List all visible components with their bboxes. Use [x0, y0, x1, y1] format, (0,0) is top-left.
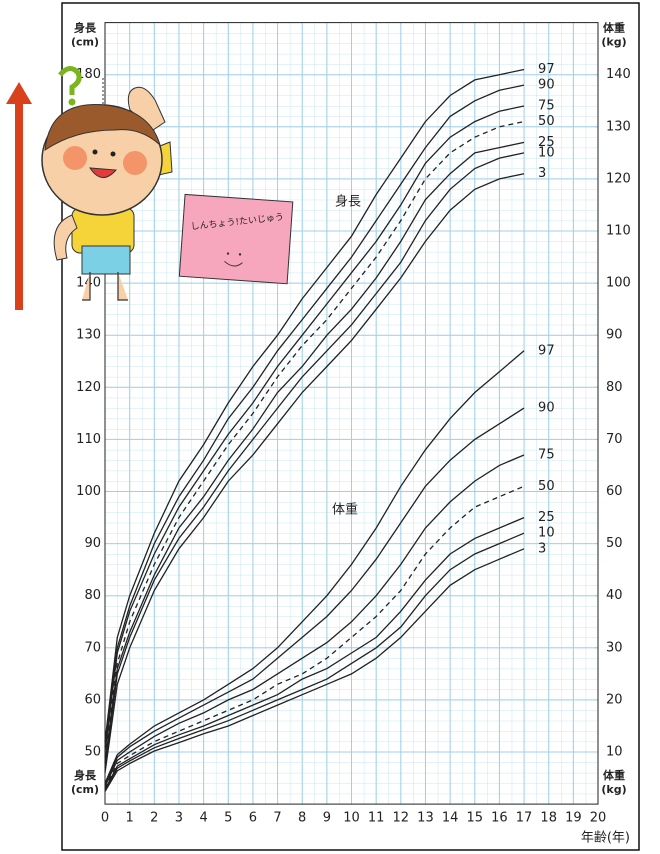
y2-tick-label: 80	[606, 380, 623, 395]
series-label: 75	[538, 98, 555, 113]
y2-tick-label: 50	[606, 536, 623, 551]
x-tick-label: 1	[126, 811, 134, 826]
y-tick-label: 100	[76, 484, 101, 499]
series-label: 50	[538, 479, 555, 494]
series-label: 3	[538, 166, 546, 181]
percentile-line	[104, 68, 525, 742]
x-tick-label: 11	[368, 811, 385, 826]
series-label: 25	[538, 135, 555, 150]
y2-tick-label: 70	[606, 432, 623, 447]
y-tick-label: 120	[76, 380, 101, 395]
y2-axis-label: 体重	[603, 768, 625, 782]
y-tick-label: 110	[76, 432, 101, 447]
plot-border	[104, 22, 599, 805]
series-label: 90	[538, 78, 555, 93]
x-tick-label: 2	[150, 811, 158, 826]
y2-tick-label: 120	[606, 171, 631, 186]
y2-tick-label: 110	[606, 224, 631, 239]
series-label: 97	[538, 343, 555, 358]
percentile-line	[104, 485, 525, 789]
percentile-line	[104, 454, 525, 787]
x-tick-label: 8	[298, 811, 306, 826]
y-tick-label: 90	[84, 536, 101, 551]
x-tick-label: 14	[442, 811, 459, 826]
y2-tick-label: 60	[606, 484, 623, 499]
y2-tick-label: 140	[606, 67, 631, 82]
y-tick-label: 50	[84, 745, 101, 760]
series-label: 25	[538, 510, 555, 525]
y2-tick-label: 90	[606, 328, 623, 343]
illustration	[41, 66, 173, 301]
series-label: 50	[538, 114, 555, 129]
percentile-line	[104, 173, 525, 773]
x-tick-label: 13	[417, 811, 434, 826]
x-tick-label: 18	[540, 811, 557, 826]
x-tick-label: 19	[565, 811, 582, 826]
y2-tick-label: 130	[606, 119, 631, 134]
y2-tick-label: 30	[606, 640, 623, 655]
series-label: 10	[538, 526, 555, 541]
percentile-line	[104, 120, 525, 758]
annotation: 身長	[335, 194, 361, 210]
x-tick-label: 10	[343, 811, 360, 826]
x-tick-label: 5	[224, 811, 232, 826]
percentile-line	[104, 532, 525, 791]
percentile-line	[104, 105, 525, 753]
percentile-line	[104, 350, 525, 784]
percentile-line	[104, 548, 525, 792]
x-tick-label: 17	[516, 811, 533, 826]
y2-axis-label: 体重	[603, 21, 625, 35]
y-tick-label: 60	[84, 692, 101, 707]
percentile-line	[104, 152, 525, 768]
y2-tick-label: 10	[606, 745, 623, 760]
x-tick-label: 0	[101, 811, 109, 826]
y-axis-unit: (cm)	[71, 783, 99, 796]
y-tick-label: 180	[76, 67, 101, 82]
y-axis-label: 身長	[74, 21, 97, 35]
percentile-line	[104, 84, 525, 747]
x-tick-label: 9	[323, 811, 331, 826]
x-tick-label: 12	[393, 811, 410, 826]
x-axis-label: 年齢(年)	[581, 831, 630, 846]
series-label: 3	[538, 541, 546, 556]
y-tick-label: 130	[76, 328, 101, 343]
x-tick-label: 20	[590, 811, 607, 826]
note-card: しんちょう!たいじゅう	[178, 193, 294, 285]
y2-tick-label: 20	[606, 692, 623, 707]
x-tick-label: 4	[199, 811, 207, 826]
y2-axis-unit: (kg)	[601, 36, 626, 49]
percentile-line	[104, 517, 525, 790]
y-axis-unit: (cm)	[71, 36, 99, 49]
arrow	[6, 82, 32, 310]
series-label: 97	[538, 62, 555, 77]
series-label: 75	[538, 448, 555, 463]
percentile-line	[104, 141, 525, 763]
annotation: 体重	[332, 502, 358, 518]
y2-axis-unit: (kg)	[601, 783, 626, 796]
x-tick-label: 6	[249, 811, 257, 826]
x-tick-label: 7	[273, 811, 281, 826]
plot: 0 1 2 3 4 5 6 7 8 9 10 11 12 13 14 15 16 17 18 19 2050607080…	[71, 21, 631, 846]
x-tick-label: 3	[175, 811, 183, 826]
y2-tick-label: 100	[606, 276, 631, 291]
x-tick-label: 15	[466, 811, 483, 826]
y-tick-label: 80	[84, 588, 101, 603]
y2-tick-label: 40	[606, 588, 623, 603]
y-axis-label: 身長	[74, 768, 97, 782]
series-label: 90	[538, 401, 555, 416]
series-label: 10	[538, 145, 555, 160]
x-tick-label: 16	[491, 811, 508, 826]
percentile-line	[104, 407, 525, 786]
y-tick-label: 70	[84, 640, 101, 655]
